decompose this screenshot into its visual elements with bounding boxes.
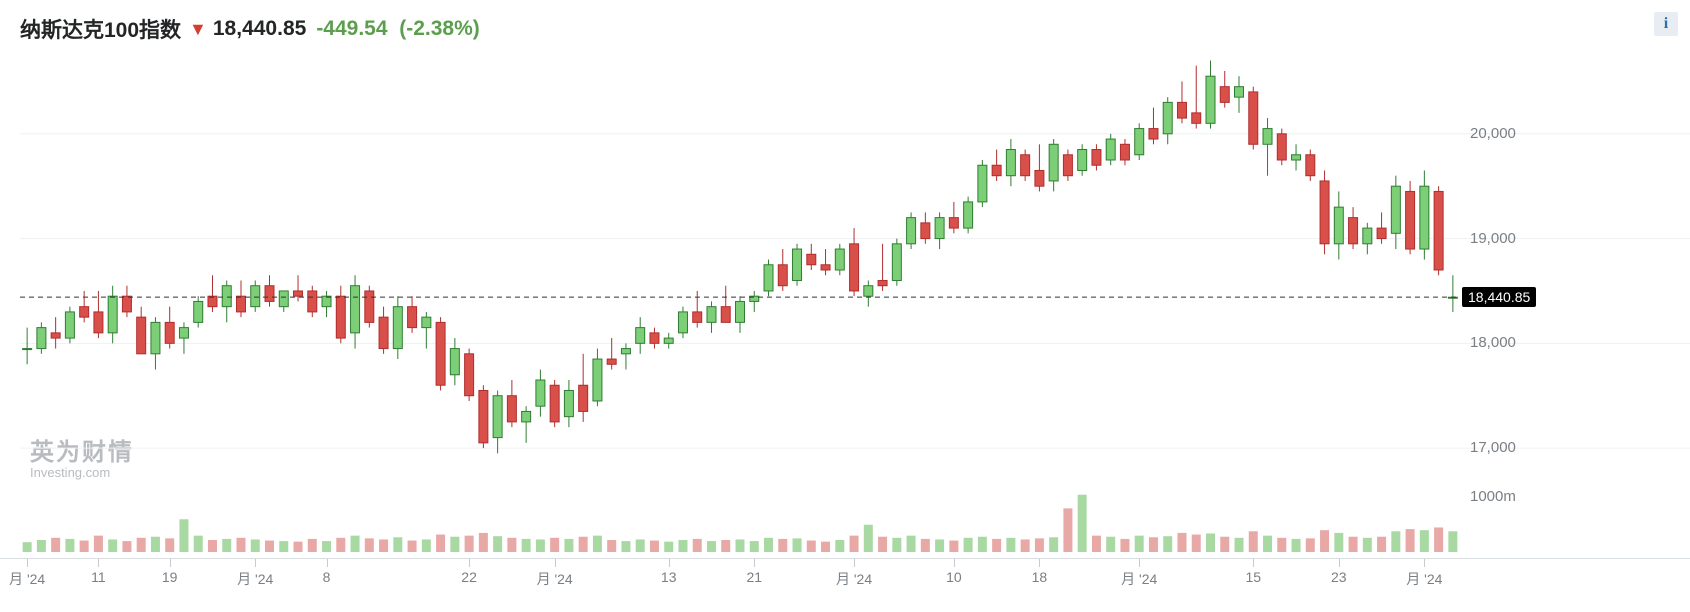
change-abs: -449.54 — [316, 17, 387, 40]
x-tick — [1139, 559, 1140, 567]
change-value: -449.54 (-2.38%) — [316, 17, 479, 41]
x-tick-label: 月 '24 — [836, 569, 872, 589]
x-tick-label: 月 '24 — [9, 569, 45, 589]
x-tick-label: 月 '24 — [237, 569, 273, 589]
x-tick — [327, 559, 328, 567]
x-tick — [469, 559, 470, 567]
info-button[interactable]: i — [1654, 12, 1678, 36]
x-tick — [669, 559, 670, 567]
y-tick-label: 20,000 — [1470, 125, 1516, 142]
x-tick — [555, 559, 556, 567]
instrument-title: 纳斯达克100指数 — [20, 14, 181, 44]
y-tick-label: 19,000 — [1470, 230, 1516, 247]
x-tick — [854, 559, 855, 567]
x-tick — [754, 559, 755, 567]
vol-y-tick-label: 1000m — [1470, 488, 1516, 505]
x-tick — [1339, 559, 1340, 567]
chart-header: 纳斯达克100指数 ▼ 18,440.85 -449.54 (-2.38%) — [20, 14, 480, 44]
x-axis: 月 '24 11 19 月 '24 8 22 月 '24 13 21 月 '24 10 18 月 '24… — [0, 558, 1690, 599]
volume-chart[interactable] — [0, 492, 1690, 552]
chart-container: 纳斯达克100指数 ▼ 18,440.85 -449.54 (-2.38%) i… — [0, 0, 1690, 612]
x-tick-label: 18 — [1032, 569, 1048, 585]
x-tick-label: 22 — [461, 569, 477, 585]
x-tick — [255, 559, 256, 567]
x-tick — [1424, 559, 1425, 567]
x-tick-label: 13 — [661, 569, 677, 585]
x-tick — [1039, 559, 1040, 567]
x-tick-label: 月 '24 — [1406, 569, 1442, 589]
x-tick-label: 月 '24 — [1121, 569, 1157, 589]
candlestick-chart[interactable] — [0, 50, 1690, 490]
x-tick-label: 19 — [162, 569, 178, 585]
x-tick-label: 23 — [1331, 569, 1347, 585]
down-arrow-icon: ▼ — [189, 19, 207, 40]
x-tick — [170, 559, 171, 567]
x-tick — [954, 559, 955, 567]
last-price: 18,440.85 — [213, 17, 306, 41]
x-tick-label: 8 — [323, 569, 331, 585]
change-pct: (-2.38%) — [399, 17, 480, 40]
x-tick-label: 10 — [946, 569, 962, 585]
y-tick-label: 18,000 — [1470, 334, 1516, 351]
x-tick — [27, 559, 28, 567]
current-price-label: 18,440.85 — [1462, 287, 1536, 307]
x-tick — [98, 559, 99, 567]
x-tick-label: 11 — [91, 569, 106, 585]
y-tick-label: 17,000 — [1470, 439, 1516, 456]
x-tick — [1253, 559, 1254, 567]
x-tick-label: 月 '24 — [537, 569, 573, 589]
x-tick-label: 21 — [746, 569, 762, 585]
x-tick-label: 15 — [1245, 569, 1261, 585]
